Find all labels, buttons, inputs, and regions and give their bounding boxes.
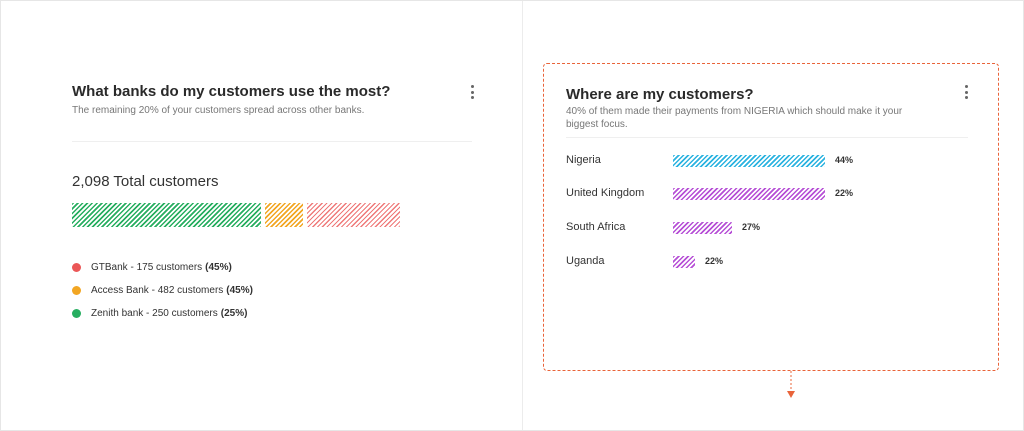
bank-segment-green[interactable] — [72, 203, 261, 227]
country-pct: 27% — [742, 222, 761, 232]
country-pct: 22% — [705, 256, 724, 266]
country-pct: 22% — [835, 188, 854, 198]
country-pct: 44% — [835, 155, 854, 165]
legend-item: GTBank - 175 customers (45%) — [72, 256, 253, 279]
bank-share-bar — [72, 203, 400, 227]
country-bar[interactable] — [673, 256, 695, 268]
country-bar[interactable] — [673, 155, 825, 167]
legend-pct: (25%) — [220, 308, 248, 319]
banks-card-subtitle: The remaining 20% of your customers spre… — [72, 105, 365, 116]
bank-segment-orange[interactable] — [265, 203, 303, 227]
locations-panel — [524, 1, 1023, 430]
locations-card-subtitle: 40% of them made their payments from NIG… — [566, 106, 903, 130]
country-label: Nigeria — [566, 154, 601, 166]
divider — [566, 137, 968, 138]
legend-text: GTBank - 175 customers — [91, 262, 203, 273]
arrow-down-icon — [787, 371, 795, 398]
legend-dot-icon — [72, 286, 81, 295]
country-row: Nigeria 44% — [566, 153, 986, 169]
banks-card-title: What banks do my customers use the most? — [72, 83, 391, 100]
locations-card-title: Where are my customers? — [566, 86, 754, 103]
country-label: Uganda — [566, 255, 605, 267]
country-label: United Kingdom — [566, 187, 645, 199]
country-bar[interactable] — [673, 188, 825, 200]
legend-item: Zenith bank - 250 customers (25%) — [72, 302, 253, 325]
country-row: South Africa 27% — [566, 220, 986, 236]
highlight-frame — [543, 63, 999, 371]
bank-legend: GTBank - 175 customers (45%) Access Bank -… — [72, 256, 253, 325]
legend-pct: (45%) — [226, 285, 253, 296]
legend-item: Access Bank - 482 customers (45%) — [72, 279, 253, 302]
more-options-icon[interactable] — [470, 85, 474, 99]
country-row: United Kingdom 22% — [566, 186, 986, 202]
country-bar[interactable] — [673, 222, 732, 234]
more-options-icon[interactable] — [964, 85, 968, 99]
total-customers: 2,098 Total customers — [72, 173, 219, 190]
bank-segment-red[interactable] — [307, 203, 400, 227]
country-row: Uganda 22% — [566, 254, 986, 270]
legend-text: Access Bank - 482 customers — [91, 285, 224, 296]
legend-dot-icon — [72, 263, 81, 272]
legend-dot-icon — [72, 309, 81, 318]
legend-pct: (45%) — [205, 262, 232, 273]
legend-text: Zenith bank - 250 customers — [91, 308, 218, 319]
divider — [72, 141, 472, 142]
country-label: South Africa — [566, 221, 626, 233]
